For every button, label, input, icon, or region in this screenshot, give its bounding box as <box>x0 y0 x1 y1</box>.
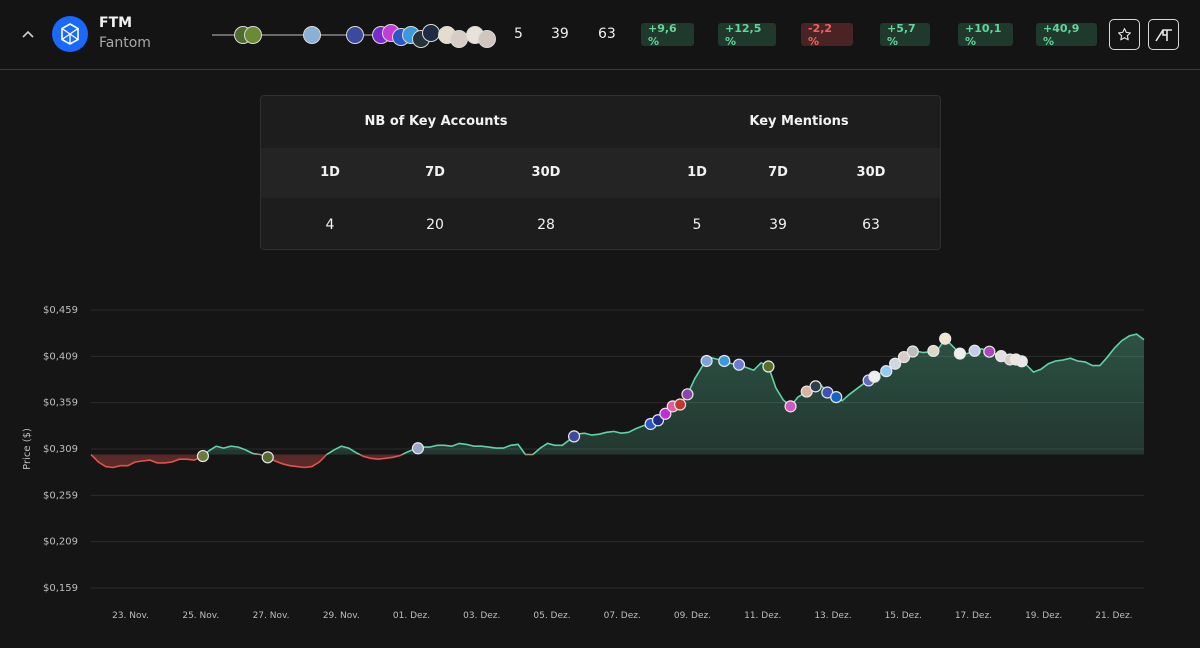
period-label: 1D <box>320 165 340 180</box>
brand-link-button[interactable] <box>1148 19 1179 50</box>
mention-timeline <box>212 18 502 54</box>
favorite-button[interactable] <box>1109 19 1140 50</box>
mentions-7d: 39 <box>551 26 569 42</box>
x-tick-label: 07. Dez. <box>604 611 641 621</box>
mention-marker[interactable] <box>906 345 919 358</box>
change-badge: -2,2 % <box>801 22 853 48</box>
x-tick-label: 11. Dez. <box>744 611 781 621</box>
price-area-up <box>204 334 1144 455</box>
token-row[interactable]: FTM Fantom 5 39 63 +9,6 % +12,5 % -2,2 %… <box>0 0 1200 70</box>
mention-marker[interactable] <box>939 332 952 345</box>
change-badge: +9,6 % <box>641 22 694 48</box>
mention-marker[interactable] <box>889 357 902 370</box>
x-tick-label: 13. Dez. <box>814 611 851 621</box>
accounts-30d-value: 28 <box>537 217 555 233</box>
period-label: 30D <box>531 165 561 180</box>
change-badge: +12,5 % <box>718 22 776 48</box>
stats-header-row: NB of Key Accounts Key Mentions <box>261 96 940 148</box>
accounts-1d-value: 4 <box>325 217 335 233</box>
stats-panel: NB of Key Accounts Key Mentions 1D 7D 30… <box>260 95 941 250</box>
mention-marker[interactable] <box>880 365 893 378</box>
y-tick-label: $0,159 <box>43 583 78 594</box>
x-tick-label: 15. Dez. <box>885 611 922 621</box>
stats-value-row: 4 20 28 5 39 63 <box>261 198 940 249</box>
mention-marker[interactable] <box>927 344 940 358</box>
period-label: 7D <box>425 165 445 180</box>
mention-marker[interactable] <box>718 354 731 368</box>
y-tick-label: $0,459 <box>43 305 78 316</box>
x-tick-label: 05. Dez. <box>533 611 570 621</box>
mention-marker[interactable] <box>800 385 813 398</box>
mentions-title: Key Mentions <box>749 114 849 129</box>
mention-marker[interactable] <box>830 391 843 404</box>
mention-marker[interactable] <box>673 398 687 411</box>
token-name: Fantom <box>99 35 151 51</box>
y-tick-label: $0,309 <box>43 444 78 455</box>
mention-marker[interactable] <box>681 388 694 401</box>
avatar[interactable] <box>346 26 364 44</box>
mention-marker[interactable] <box>732 358 746 371</box>
accounts-title: NB of Key Accounts <box>364 114 508 129</box>
y-tick-label: $0,409 <box>43 351 78 362</box>
change-badge: +5,7 % <box>880 22 930 48</box>
brand-logo-icon <box>1154 28 1172 41</box>
chevron-up-icon[interactable] <box>16 22 40 46</box>
period-label: 1D <box>687 165 707 180</box>
y-tick-label: $0,259 <box>43 490 78 501</box>
period-label: 7D <box>768 165 788 180</box>
x-tick-label: 01. Dez. <box>393 611 430 621</box>
x-tick-label: 21. Dez. <box>1095 611 1132 621</box>
y-axis-title: Price ($) <box>22 428 33 470</box>
price-line-up <box>91 333 1145 455</box>
mention-marker[interactable] <box>897 350 911 364</box>
token-ticker: FTM <box>99 15 133 31</box>
mention-marker[interactable] <box>784 400 797 413</box>
star-icon <box>1118 28 1131 41</box>
price-area-down <box>91 454 1144 468</box>
accounts-7d-value: 20 <box>426 217 444 233</box>
mention-marker[interactable] <box>809 380 822 393</box>
avatar[interactable] <box>244 26 262 44</box>
mentions-1d: 5 <box>514 26 523 42</box>
price-chart-svg[interactable]: $0,459 $0,409 $0,359 $0,309 $0,259 $0,209 $0,1… <box>0 290 1200 648</box>
x-tick-label: 03. Dez. <box>463 611 500 621</box>
avatar[interactable] <box>478 30 496 48</box>
change-badge: +40,9 % <box>1036 22 1097 48</box>
mention-marker[interactable] <box>261 451 274 464</box>
mention-marker[interactable] <box>411 442 425 455</box>
avatar[interactable] <box>303 26 321 44</box>
mentions-7d-value: 39 <box>769 217 787 233</box>
x-tick-label: 23. Nov. <box>112 611 149 621</box>
price-chart[interactable]: $0,459 $0,409 $0,359 $0,309 $0,259 $0,209 $0,1… <box>0 290 1200 648</box>
mentions-30d: 63 <box>598 26 616 42</box>
x-tick-label: 27. Nov. <box>253 611 290 621</box>
mention-marker[interactable] <box>1015 355 1028 368</box>
x-tick-label: 29. Nov. <box>323 611 360 621</box>
mention-marker[interactable] <box>983 345 996 358</box>
mention-marker[interactable] <box>659 407 672 420</box>
mentions-1d-value: 5 <box>692 217 702 233</box>
change-badge: +10,1 % <box>958 22 1013 48</box>
x-tick-label: 17. Dez. <box>955 611 992 621</box>
stats-period-row: 1D 7D 30D 1D 7D 30D <box>261 148 940 198</box>
mention-marker[interactable] <box>196 449 210 463</box>
mentions-30d-value: 63 <box>862 217 880 233</box>
mention-marker[interactable] <box>762 360 775 373</box>
x-tick-label: 25. Nov. <box>182 611 219 621</box>
y-tick-label: $0,359 <box>43 398 78 409</box>
mention-marker[interactable] <box>968 344 981 357</box>
fantom-logo-icon <box>52 16 88 52</box>
x-tick-label: 19. Dez. <box>1025 611 1062 621</box>
y-tick-label: $0,209 <box>43 537 78 548</box>
mention-marker[interactable] <box>700 354 713 368</box>
timeline-track <box>212 34 477 36</box>
mention-marker[interactable] <box>953 347 967 360</box>
mention-marker[interactable] <box>567 430 581 443</box>
x-tick-label: 09. Dez. <box>674 611 711 621</box>
mention-marker[interactable] <box>868 370 881 383</box>
period-label: 30D <box>856 165 886 180</box>
